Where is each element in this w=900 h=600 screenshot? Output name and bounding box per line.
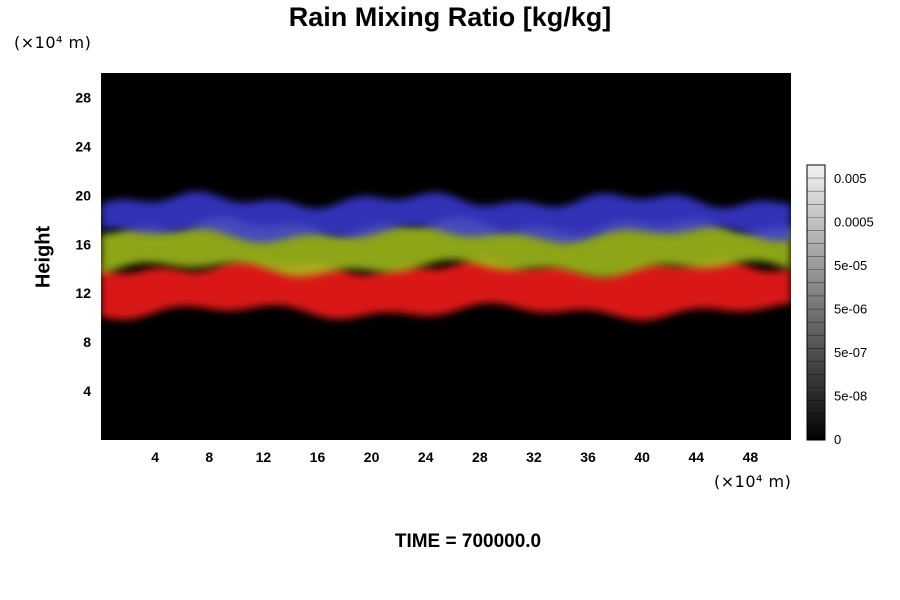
colorbar-label: 0.0005 <box>834 215 874 230</box>
x-tick-label: 20 <box>364 449 380 465</box>
colorbar-label: 0.005 <box>834 171 867 186</box>
x-tick-label: 28 <box>472 449 488 465</box>
colorbar-label: 5e-06 <box>834 302 867 317</box>
colorbar-label: 5e-07 <box>834 345 867 360</box>
chart-title: Rain Mixing Ratio [kg/kg] <box>288 2 612 32</box>
x-tick-label: 32 <box>526 449 542 465</box>
colorbar <box>806 164 826 441</box>
x-tick-label: 16 <box>310 449 326 465</box>
y-tick-label: 8 <box>83 334 91 350</box>
x-tick-label: 44 <box>689 449 705 465</box>
y-tick-label: 12 <box>75 285 91 301</box>
colorbar-label: 5e-05 <box>834 258 867 273</box>
y-tick-label: 16 <box>75 236 91 252</box>
x-tick-label: 4 <box>151 449 159 465</box>
x-tick-label: 24 <box>418 449 434 465</box>
y-tick-label: 4 <box>83 383 91 399</box>
x-unit-label: (×10⁴ m) <box>714 472 792 491</box>
x-tick-label: 36 <box>580 449 596 465</box>
heatmap-band-3 <box>101 191 791 243</box>
y-tick-label: 28 <box>75 89 91 105</box>
y-tick-label: 20 <box>75 187 91 203</box>
x-tick-label: 8 <box>205 449 213 465</box>
x-tick-label: 48 <box>743 449 759 465</box>
colorbar-label: 0 <box>834 432 841 447</box>
y-unit-label: (×10⁴ m) <box>14 33 92 52</box>
x-tick-label: 12 <box>256 449 272 465</box>
y-tick-label: 24 <box>75 138 91 154</box>
x-tick-label: 40 <box>634 449 650 465</box>
colorbar-label: 5e-08 <box>834 389 867 404</box>
time-label: TIME = 700000.0 <box>394 531 542 552</box>
